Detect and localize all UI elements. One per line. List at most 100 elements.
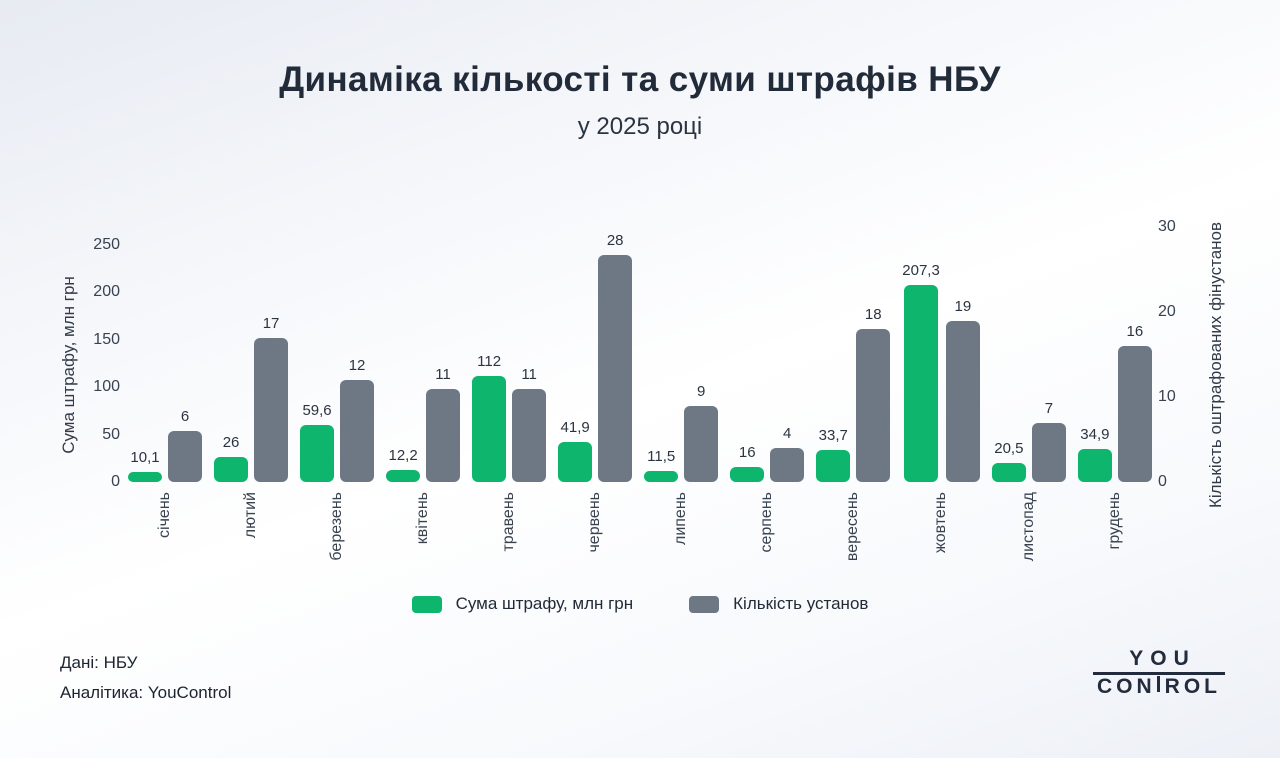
left-tick: 50 <box>102 425 120 443</box>
bar-column: 112 <box>472 232 507 482</box>
bar-value-label: 12,2 <box>388 447 418 465</box>
sum-bar <box>472 375 507 482</box>
bar-column: 4 <box>770 232 805 482</box>
left-tick: 150 <box>93 330 120 348</box>
bar-value-label: 28 <box>606 232 624 249</box>
month-label: січень <box>156 492 173 538</box>
count-bar <box>770 448 805 482</box>
bar-group: 112 11 травень <box>472 232 547 552</box>
sum-bar <box>300 425 335 482</box>
left-tick: 250 <box>93 235 120 253</box>
footer-credits: Дані: НБУ Аналітика: YouControl <box>60 648 231 708</box>
logo-rule <box>1093 672 1225 675</box>
bar-column: 33,7 <box>816 232 851 482</box>
bar-column: 7 <box>1031 232 1066 482</box>
bar-column: 10,1 <box>128 232 162 482</box>
bar-column: 41,9 <box>558 232 593 482</box>
logo-t-stem <box>1156 676 1160 692</box>
legend-label: Кількість установ <box>733 594 869 613</box>
bar-value-label: 16 <box>738 443 756 461</box>
bar-column: 59,6 <box>300 232 335 482</box>
bar-column: 11 <box>426 232 461 482</box>
legend: Сума штрафу, млн грн Кількість установ <box>0 594 1280 614</box>
month-label: червень <box>586 492 604 553</box>
logo-rol: ROL <box>1164 675 1221 698</box>
month-label: жовтень <box>932 492 950 553</box>
plot-area: 10,1 6 січень 26 17 лютий 59,6 12 березень 12,2 11… <box>128 232 1152 561</box>
bar-value-label: 18 <box>864 306 882 323</box>
page-title: Динаміка кількості та суми штрафів НБУ <box>279 60 1001 99</box>
bar-value-label: 11,5 <box>647 448 676 466</box>
sum-bar <box>1077 448 1112 482</box>
bar-value-label: 17 <box>262 314 280 332</box>
bar-group: 20,5 7 листопад <box>991 232 1066 561</box>
month-label: листопад <box>1019 492 1037 562</box>
bar-value-label: 11 <box>521 365 537 383</box>
bar-value-label: 41,9 <box>560 419 590 437</box>
bar-group: 12,2 11 квітень <box>386 232 461 544</box>
month-label: серпень <box>758 492 776 553</box>
bar-column: 20,5 <box>991 232 1026 482</box>
bar-value-label: 59,6 <box>302 402 332 420</box>
count-bar <box>512 388 547 482</box>
bar-column: 6 <box>168 232 202 482</box>
month-label: квітень <box>414 492 432 545</box>
right-tick: 0 <box>1158 473 1167 490</box>
bar-column: 9 <box>684 232 719 482</box>
legend-swatch <box>411 595 442 613</box>
bar-column: 26 <box>214 232 249 482</box>
left-tick: 100 <box>93 378 120 395</box>
bar-value-label: 4 <box>783 425 792 442</box>
bar-value-label: 207,3 <box>902 262 940 280</box>
bar-column: 12 <box>340 232 375 482</box>
legend-item: Кількість установ <box>689 594 868 614</box>
bar-group: 34,9 16 грудень <box>1077 232 1152 549</box>
sum-bar <box>214 457 249 482</box>
month-label: липень <box>672 492 690 546</box>
legend-item: Сума штрафу, млн грн <box>411 594 633 614</box>
count-bar <box>945 320 980 482</box>
bar-value-label: 112 <box>477 352 502 370</box>
bar-group: 26 17 лютий <box>214 232 289 538</box>
analytics-credit: Аналітика: YouControl <box>60 683 232 702</box>
bar-column: 28 <box>598 232 633 482</box>
month-label: лютий <box>242 492 260 539</box>
data-source: Дані: НБУ <box>60 653 138 672</box>
logo-con: CON <box>1097 675 1156 698</box>
count-bar <box>340 380 375 482</box>
count-bar <box>598 255 633 482</box>
left-tick: 200 <box>93 283 120 300</box>
sum-bar <box>730 466 765 482</box>
bar-column: 19 <box>945 232 980 482</box>
bar-value-label: 10,1 <box>130 449 160 467</box>
bar-value-label: 7 <box>1044 399 1054 417</box>
bar-value-label: 6 <box>180 408 190 425</box>
right-tick: 20 <box>1158 303 1176 320</box>
count-bar <box>1117 346 1152 482</box>
legend-swatch <box>689 595 720 613</box>
bar-value-label: 33,7 <box>818 427 848 444</box>
logo-line-control: CON ROL <box>1093 675 1225 699</box>
bar-value-label: 9 <box>697 382 706 400</box>
bar-group: 10,1 6 січень <box>128 232 202 538</box>
bar-column: 11,5 <box>644 232 679 482</box>
bar-column: 34,9 <box>1077 232 1112 482</box>
bar-column: 207,3 <box>902 232 940 482</box>
sum-bar <box>644 471 679 482</box>
bar-group: 11,5 9 липень <box>644 232 719 545</box>
bar-value-label: 20,5 <box>994 439 1024 457</box>
month-label: травень <box>500 492 518 552</box>
sum-bar <box>128 472 162 482</box>
sum-bar <box>816 450 851 482</box>
sum-bar <box>386 470 421 482</box>
count-bar <box>168 431 202 482</box>
right-tick: 30 <box>1158 218 1176 235</box>
count-bar <box>856 329 891 482</box>
left-tick: 0 <box>111 473 120 490</box>
sum-bar <box>558 442 593 482</box>
youcontrol-logo: YOU CON ROL <box>1093 648 1225 699</box>
bar-value-label: 16 <box>1126 323 1144 340</box>
sum-bar <box>904 285 939 482</box>
